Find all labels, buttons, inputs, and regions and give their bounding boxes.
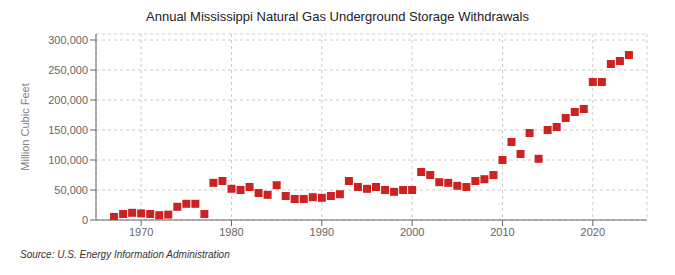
svg-text:150,000: 150,000 [48, 124, 88, 136]
svg-text:1980: 1980 [219, 226, 243, 238]
svg-text:2010: 2010 [490, 226, 514, 238]
svg-text:Million Cubic Feet: Million Cubic Feet [19, 83, 31, 170]
svg-text:1970: 1970 [129, 226, 153, 238]
svg-text:2020: 2020 [581, 226, 605, 238]
html-text:Annual Mississippi Natural Gas: Annual Mississippi Natural Gas Undergrou… [146, 9, 529, 24]
html-text:Source: U.S. Energy Informatio: Source: U.S. Energy Information Administ… [20, 249, 230, 260]
svg-text:100,000: 100,000 [48, 154, 88, 166]
svg-text:200,000: 200,000 [48, 94, 88, 106]
svg-text:0: 0 [82, 214, 88, 226]
svg-text:2000: 2000 [400, 226, 424, 238]
svg-text:50,000: 50,000 [54, 184, 88, 196]
svg-text:1990: 1990 [310, 226, 334, 238]
svg-text:300,000: 300,000 [48, 34, 88, 46]
svg-text:250,000: 250,000 [48, 64, 88, 76]
